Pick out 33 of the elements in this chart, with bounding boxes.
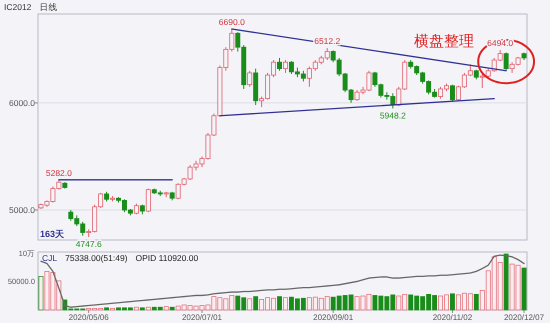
bar [522, 268, 526, 310]
bar [146, 306, 151, 310]
bar [164, 306, 169, 310]
bar [140, 307, 145, 310]
bar [170, 306, 175, 310]
bar [283, 297, 288, 310]
y-tick-label: 6000.0 [9, 98, 36, 108]
bar [450, 293, 455, 310]
annotation: 5948.2 [380, 110, 406, 120]
annotation: 6512.2 [314, 36, 340, 46]
x-tick-label: 2020/11/02 [432, 313, 473, 322]
y-tick-label: 5000.0 [9, 205, 36, 216]
annotation: 6690.0 [218, 16, 246, 27]
annotation: 横盘整理 [414, 32, 474, 50]
bar [104, 307, 110, 310]
annotation: 163天 [40, 229, 66, 239]
annotation: 4747.6 [76, 239, 102, 250]
bar [474, 294, 479, 310]
chart-subtitle: 日线 [39, 2, 58, 12]
bar [253, 296, 258, 310]
x-tick-label: 2020/05/06 [68, 313, 110, 322]
x-tick-label: 2020/09/01 [313, 313, 354, 322]
annotation: OPID 110920.00 [136, 253, 198, 263]
bar [277, 296, 282, 310]
bar [247, 298, 252, 310]
chart-title: IC2012 [4, 2, 32, 12]
annotation: 75338.00(51:49) [65, 253, 128, 263]
annotation: 5282.0 [46, 168, 72, 178]
x-tick-label: 2020/12/07 [504, 313, 545, 322]
bar [134, 306, 139, 310]
x-tick-label: 2020/07/01 [182, 313, 223, 322]
annotation: CJL [42, 253, 58, 263]
bar [504, 254, 509, 310]
